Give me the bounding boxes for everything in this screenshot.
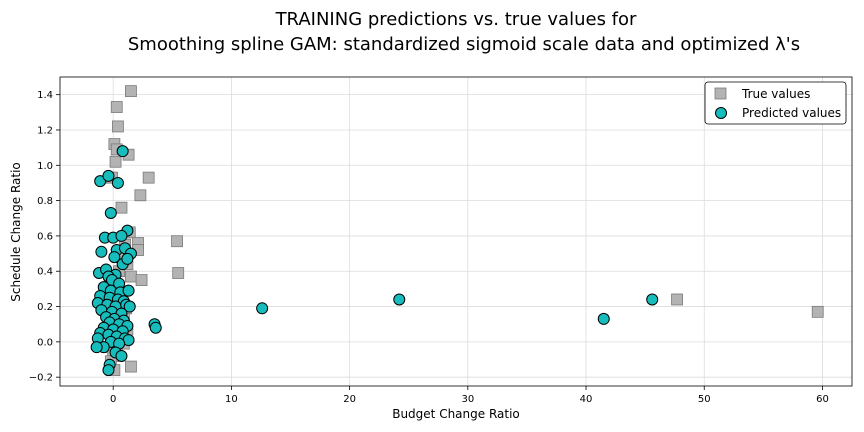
true-value-point: [109, 155, 122, 168]
true-value-point: [125, 270, 137, 283]
predicted-value-point: [90, 341, 103, 354]
true-value-point: [811, 305, 824, 318]
x-tick-label: 10: [225, 394, 238, 405]
predicted-value-point: [149, 321, 162, 334]
y-tick-label: 0.8: [37, 196, 53, 207]
true-value-point: [125, 85, 137, 98]
true-value-point: [671, 293, 683, 306]
predicted-value-point: [102, 364, 115, 377]
legend: True values Predicted values: [704, 81, 847, 125]
y-tick-label: 1.2: [37, 125, 53, 136]
legend-box: [704, 81, 847, 125]
predicted-value-point: [256, 302, 269, 315]
predicted-value-point: [111, 176, 124, 189]
x-tick-label: 0: [110, 394, 116, 405]
true-value-point: [172, 267, 185, 279]
chart-title-line-1: TRAINING predictions vs. true values for: [275, 9, 637, 30]
x-tick-label: 60: [816, 394, 829, 405]
true-value-point: [110, 101, 123, 113]
predicted-value-point: [95, 245, 108, 258]
true-value-point: [142, 171, 155, 184]
predicted-value-point: [108, 251, 121, 264]
x-axis-label: Budget Change Ratio: [392, 407, 520, 421]
y-axis-ticks: −0.2 0.0 0.2 0.4 0.6 0.8 1.0 1.2 1.4: [29, 90, 60, 384]
legend-predicted-values-marker: [715, 107, 727, 119]
true-value-point: [134, 189, 147, 202]
true-value-point: [112, 120, 124, 133]
predicted-value-point: [646, 293, 659, 306]
predicted-value-point: [122, 284, 135, 297]
true-value-point: [115, 201, 128, 214]
chart-title-line-2: Smoothing spline GAM: standardized sigmo…: [128, 34, 800, 55]
true-value-point: [125, 360, 137, 373]
predicted-value-point: [393, 293, 406, 306]
plot-area-frame: [59, 76, 853, 387]
y-tick-label: 0.4: [37, 267, 53, 278]
predicted-value-point: [115, 229, 128, 242]
y-axis-label: Schedule Change Ratio: [9, 162, 23, 302]
legend-true-values-marker: [714, 87, 727, 100]
true-value-point: [171, 235, 183, 248]
true-value-point: [135, 274, 148, 286]
x-tick-label: 50: [698, 394, 711, 405]
y-tick-label: 1.0: [37, 161, 53, 172]
y-tick-label: 0.0: [37, 337, 53, 348]
y-tick-label: 0.6: [37, 231, 53, 242]
x-tick-label: 20: [343, 394, 356, 405]
x-tick-label: 30: [461, 394, 474, 405]
predicted-value-point: [102, 169, 115, 182]
predicted-value-point: [115, 349, 128, 362]
x-tick-label: 40: [580, 394, 593, 405]
y-tick-label: −0.2: [29, 373, 53, 384]
x-axis-ticks: 0 10 20 30 40 50 60: [110, 386, 829, 405]
y-tick-label: 1.4: [37, 90, 53, 101]
predicted-value-point: [121, 252, 134, 265]
data-points: [90, 85, 824, 377]
predicted-value-point: [597, 312, 610, 325]
legend-predicted-values-label: Predicted values: [742, 106, 841, 120]
gridlines: [60, 77, 852, 386]
predicted-value-point: [123, 300, 136, 313]
predicted-value-point: [104, 206, 117, 219]
predicted-value-point: [116, 145, 129, 158]
legend-true-values-label: True values: [741, 87, 810, 101]
y-tick-label: 0.2: [37, 302, 53, 313]
